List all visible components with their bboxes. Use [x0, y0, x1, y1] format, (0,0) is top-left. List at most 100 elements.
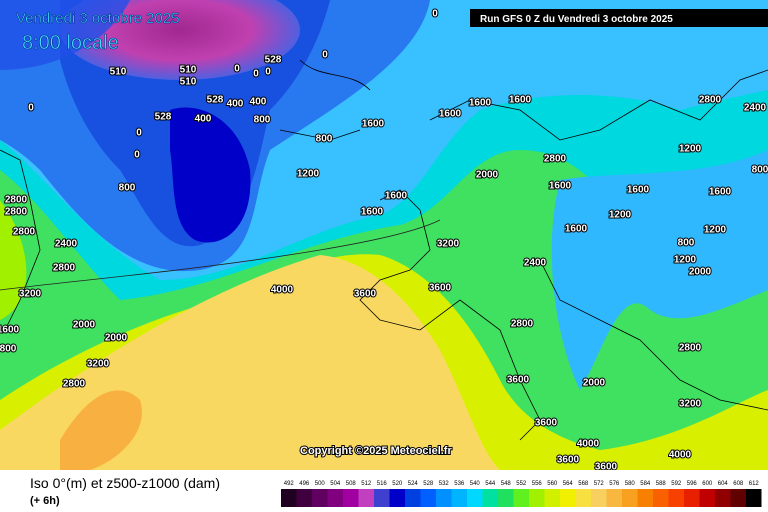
scale-label: 576 — [609, 481, 620, 487]
contour-label: 4000 — [669, 450, 692, 461]
contour-label: 2800 — [5, 207, 28, 218]
scale-swatch — [389, 489, 405, 507]
scale-swatch — [684, 489, 700, 507]
contour-label: 2800 — [511, 319, 534, 330]
legend-subtitle: (+ 6h) — [30, 495, 60, 507]
scale-swatch — [405, 489, 421, 507]
scale-label: 540 — [470, 481, 481, 487]
contour-label: 0 — [28, 103, 34, 114]
scale-swatch — [451, 489, 467, 507]
scale-label: 504 — [330, 481, 341, 487]
scale-swatch — [482, 489, 498, 507]
contour-label: 800 — [678, 238, 695, 249]
contour-label: 2400 — [744, 103, 767, 114]
contour-label: 0 — [322, 50, 328, 61]
contour-label: 2800 — [53, 263, 76, 274]
contour-label: 3200 — [87, 359, 110, 370]
contour-label: 528 — [155, 112, 172, 123]
scale-swatch — [606, 489, 622, 507]
scale-label: 500 — [315, 481, 326, 487]
contour-label: 1200 — [704, 225, 727, 236]
scale-label: 524 — [408, 481, 419, 487]
contour-label: 1200 — [679, 144, 702, 155]
scale-swatch — [296, 489, 312, 507]
scale-label: 548 — [501, 481, 512, 487]
contour-label: 0 — [134, 150, 140, 161]
scale-label: 588 — [656, 481, 667, 487]
contour-label: 528 — [265, 55, 282, 66]
contour-label: 1200 — [609, 210, 632, 221]
contour-label: 2800 — [5, 195, 28, 206]
contour-label: 3600 — [557, 455, 580, 466]
contour-label: 3200 — [19, 289, 42, 300]
scale-label: 560 — [547, 481, 558, 487]
contour-label: 0 — [234, 64, 240, 75]
contour-label: 1600 — [509, 95, 532, 106]
scale-label: 552 — [516, 481, 527, 487]
contour-label: 4000 — [577, 439, 600, 450]
scale-swatch — [374, 489, 390, 507]
contour-label: 3200 — [679, 399, 702, 410]
scale-label: 600 — [702, 481, 713, 487]
color-scale: 492 496 500 504 508 512 516 520 524 528 532 536 540 5… — [281, 481, 762, 507]
scale-label: 604 — [718, 481, 729, 487]
scale-label: 568 — [578, 481, 589, 487]
scale-swatch — [575, 489, 591, 507]
coastlines — [0, 59, 768, 441]
contour-label: 2000 — [689, 267, 712, 278]
date-text: Vendredi 3 octobre 2025 — [16, 10, 179, 27]
contour-label: 2000 — [583, 378, 606, 389]
scale-swatch — [529, 489, 545, 507]
scale-swatch — [436, 489, 452, 507]
contour-label: 800 — [752, 165, 768, 176]
contour-label: 2800 — [63, 379, 86, 390]
contour-label: 1200 — [674, 255, 697, 266]
scale-label: 572 — [594, 481, 605, 487]
time-text: 8:00 locale — [22, 32, 119, 54]
contour-label: 2400 — [524, 258, 547, 269]
contour-label: 800 — [316, 134, 333, 145]
scale-swatch — [544, 489, 560, 507]
contour-label: 1600 — [565, 224, 588, 235]
contour-label: 400 — [195, 114, 212, 125]
contour-label: 1600 — [627, 185, 650, 196]
contour-label: 2800 — [13, 227, 36, 238]
contour-label: 1600 — [549, 181, 572, 192]
scale-swatch — [715, 489, 731, 507]
contour-label: 4000 — [271, 285, 294, 296]
scale-swatch — [560, 489, 576, 507]
scale-swatch — [668, 489, 684, 507]
contour-label: 0 — [136, 128, 142, 139]
scale-swatch — [746, 489, 762, 507]
contour-label: 510 — [180, 77, 197, 88]
field — [0, 0, 768, 470]
contour-label: 3600 — [535, 418, 558, 429]
scale-swatch — [467, 489, 483, 507]
scale-label: 520 — [392, 481, 403, 487]
contour-label: 400 — [250, 97, 267, 108]
scale-swatch — [591, 489, 607, 507]
scale-label: 492 — [284, 481, 295, 487]
scale-swatch — [281, 489, 297, 507]
contour-label: 528 — [207, 95, 224, 106]
scale-swatch — [637, 489, 653, 507]
contour-label: 2800 — [544, 154, 567, 165]
contour-label: 1600 — [362, 119, 385, 130]
scale-label: 612 — [749, 481, 760, 487]
scale-swatch — [730, 489, 746, 507]
scale-swatch — [699, 489, 715, 507]
scale-label: 536 — [454, 481, 465, 487]
scale-swatch — [358, 489, 374, 507]
contour-label: 2800 — [679, 343, 702, 354]
scale-label: 512 — [361, 481, 372, 487]
run-box — [470, 9, 768, 27]
scale-label: 608 — [733, 481, 744, 487]
scale-label: 592 — [671, 481, 682, 487]
scale-label: 496 — [299, 481, 310, 487]
scale-swatch — [312, 489, 328, 507]
scale-label: 532 — [439, 481, 450, 487]
contour-label: 1600 — [709, 187, 732, 198]
scale-label: 580 — [625, 481, 636, 487]
